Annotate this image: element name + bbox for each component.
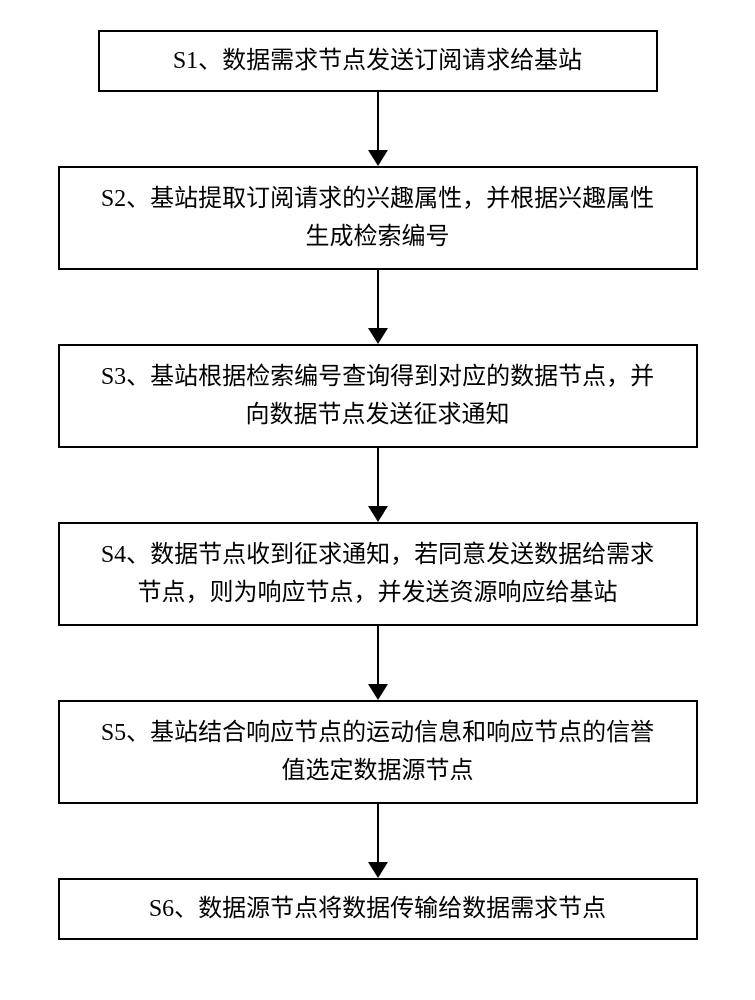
flow-node-s6: S6、数据源节点将数据传输给数据需求节点 <box>58 878 698 940</box>
flow-node-s2: S2、基站提取订阅请求的兴趣属性，并根据兴趣属性 生成检索编号 <box>58 166 698 270</box>
arrow-line <box>377 626 379 684</box>
flow-node-s2-line2: 生成检索编号 <box>305 224 449 250</box>
arrow-line <box>377 92 379 150</box>
arrow-head-icon <box>368 862 388 878</box>
flow-arrow-3 <box>368 448 388 522</box>
flow-node-s4-line1: S4、数据节点收到征求通知，若同意发送数据给需求 <box>101 542 654 568</box>
arrow-head-icon <box>368 684 388 700</box>
flow-arrow-4 <box>368 626 388 700</box>
flow-arrow-2 <box>368 270 388 344</box>
flow-arrow-5 <box>368 804 388 878</box>
flow-node-s4-text: S4、数据节点收到征求通知，若同意发送数据给需求 节点，则为响应节点，并发送资源… <box>101 536 654 613</box>
arrow-head-icon <box>368 328 388 344</box>
flow-node-s2-line1: S2、基站提取订阅请求的兴趣属性，并根据兴趣属性 <box>101 186 654 212</box>
flow-node-s1-label: S1、数据需求节点发送订阅请求给基站 <box>173 42 582 80</box>
flow-arrow-1 <box>368 92 388 166</box>
flow-node-s5-line2: 值选定数据源节点 <box>281 758 473 784</box>
flow-node-s4: S4、数据节点收到征求通知，若同意发送数据给需求 节点，则为响应节点，并发送资源… <box>58 522 698 626</box>
flow-node-s6-label: S6、数据源节点将数据传输给数据需求节点 <box>149 890 606 928</box>
flow-node-s5-text: S5、基站结合响应节点的运动信息和响应节点的信誉 值选定数据源节点 <box>101 714 654 791</box>
flowchart: S1、数据需求节点发送订阅请求给基站 S2、基站提取订阅请求的兴趣属性，并根据兴… <box>0 30 755 940</box>
flow-node-s5-line1: S5、基站结合响应节点的运动信息和响应节点的信誉 <box>101 720 654 746</box>
arrow-head-icon <box>368 506 388 522</box>
flowchart-container: S1、数据需求节点发送订阅请求给基站 S2、基站提取订阅请求的兴趣属性，并根据兴… <box>0 0 755 1000</box>
arrow-line <box>377 448 379 506</box>
flow-node-s5: S5、基站结合响应节点的运动信息和响应节点的信誉 值选定数据源节点 <box>58 700 698 804</box>
arrow-head-icon <box>368 150 388 166</box>
flow-node-s3: S3、基站根据检索编号查询得到对应的数据节点，并 向数据节点发送征求通知 <box>58 344 698 448</box>
flow-node-s1: S1、数据需求节点发送订阅请求给基站 <box>98 30 658 92</box>
arrow-line <box>377 804 379 862</box>
flow-node-s4-line2: 节点，则为响应节点，并发送资源响应给基站 <box>137 580 617 606</box>
flow-node-s3-line2: 向数据节点发送征求通知 <box>245 402 509 428</box>
flow-node-s2-text: S2、基站提取订阅请求的兴趣属性，并根据兴趣属性 生成检索编号 <box>101 180 654 257</box>
flow-node-s3-line1: S3、基站根据检索编号查询得到对应的数据节点，并 <box>101 364 654 390</box>
flow-node-s3-text: S3、基站根据检索编号查询得到对应的数据节点，并 向数据节点发送征求通知 <box>101 358 654 435</box>
arrow-line <box>377 270 379 328</box>
